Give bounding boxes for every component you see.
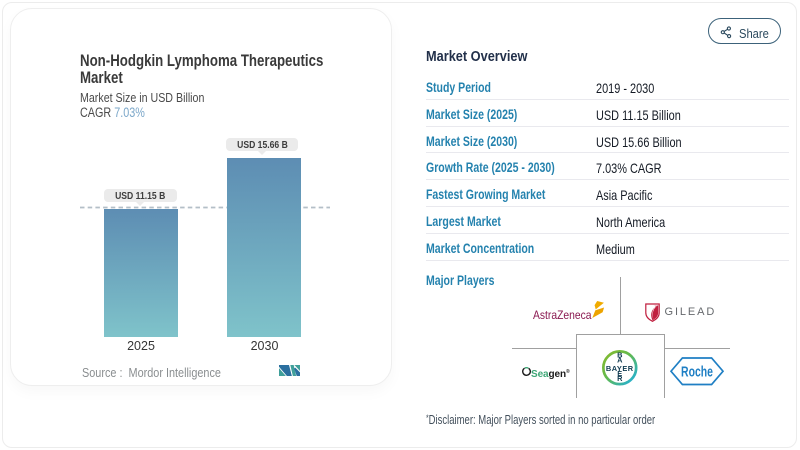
svg-text:E: E (617, 368, 622, 377)
svg-text:BAYER: BAYER (606, 363, 634, 372)
svg-text:A: A (617, 355, 623, 364)
svg-text:R: R (617, 373, 623, 382)
svg-text:B: B (617, 350, 622, 359)
svg-text:Roche: Roche (681, 364, 713, 380)
